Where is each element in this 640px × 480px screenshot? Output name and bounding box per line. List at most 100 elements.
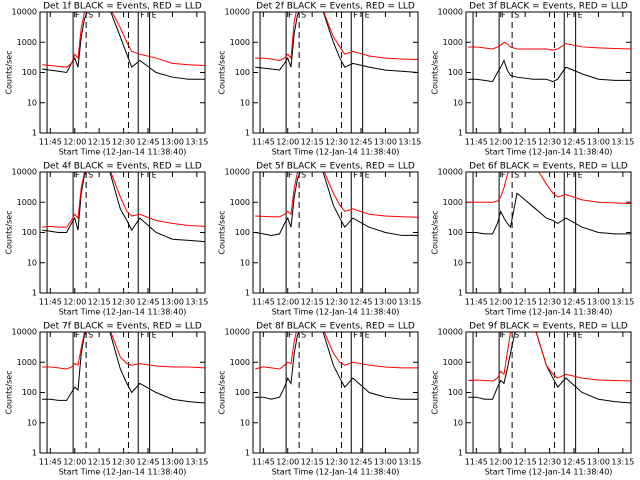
y-tick-label: 100 <box>235 388 250 397</box>
series-line <box>42 12 205 68</box>
event-label: F <box>288 171 293 180</box>
y-tick-label: 1 <box>245 129 250 138</box>
y-axis-label: Counts/sec <box>5 50 14 94</box>
x-tick-label: 12:15 <box>88 138 111 147</box>
panel: Det 6f BLACK = Events, RED = LLD Start Ti… <box>431 162 635 317</box>
x-tick-label: 11:45 <box>252 458 275 467</box>
panel: Det 5f BLACK = Events, RED = LLD Start Ti… <box>218 162 422 317</box>
series-line <box>468 332 631 404</box>
event-label: S <box>514 11 519 20</box>
series-line <box>468 172 631 205</box>
plot-frame <box>252 11 419 134</box>
series-line <box>42 172 205 243</box>
x-tick-label: 12:30 <box>325 458 348 467</box>
x-tick-label: 11:45 <box>39 458 62 467</box>
plot-frame <box>252 331 419 454</box>
x-tick-label: 13:00 <box>587 458 610 467</box>
x-tick-label: 11:45 <box>465 138 488 147</box>
panel: Det 7f BLACK = Events, RED = LLD Start Ti… <box>5 322 209 477</box>
x-tick-label: 13:15 <box>398 298 421 307</box>
x-tick-label: 12:00 <box>63 138 86 147</box>
x-tick-label: 12:45 <box>349 138 372 147</box>
x-tick-label: 13:15 <box>398 138 421 147</box>
y-axis-label: Counts/sec <box>218 50 227 94</box>
plot-lines <box>255 332 418 400</box>
x-tick-label: 12:45 <box>562 138 585 147</box>
y-tick-label: 1000 <box>17 38 37 47</box>
x-tick-label: 12:00 <box>276 458 299 467</box>
y-tick-label: 10 <box>453 258 463 267</box>
x-tick-label: 12:15 <box>301 298 324 307</box>
x-tick-label: 13:15 <box>185 458 208 467</box>
x-tick-label: 12:15 <box>301 138 324 147</box>
plot-lines <box>468 41 631 83</box>
x-axis-label: Start Time (12-Jan-14 11:38:40) <box>485 308 613 317</box>
y-tick-label: 1000 <box>17 198 37 207</box>
x-tick-label: 13:15 <box>611 458 634 467</box>
event-label: F <box>501 11 506 20</box>
event-label: E <box>365 171 370 180</box>
event-label: F <box>566 171 571 180</box>
x-tick-label: 13:15 <box>611 138 634 147</box>
event-label: E <box>152 171 157 180</box>
event-label: F <box>140 331 145 340</box>
event-label: F <box>75 11 80 20</box>
x-tick-label: 12:15 <box>88 298 111 307</box>
x-tick-label: 12:00 <box>489 138 512 147</box>
y-tick-label: 100 <box>448 228 463 237</box>
chart-title: Det 3f BLACK = Events, RED = LLD <box>469 2 628 12</box>
x-tick-label: 12:45 <box>136 138 159 147</box>
chart-title: Det 9f BLACK = Events, RED = LLD <box>469 322 628 332</box>
y-axis-label: Counts/sec <box>431 210 440 254</box>
panel: Det 9f BLACK = Events, RED = LLD Start Ti… <box>431 322 635 477</box>
event-label: F <box>353 11 358 20</box>
x-tick-label: 13:00 <box>587 138 610 147</box>
event-label: F <box>353 331 358 340</box>
series-line <box>255 332 418 400</box>
plot-lines <box>42 12 205 80</box>
x-tick-label: 12:45 <box>562 298 585 307</box>
y-axis-label: Counts/sec <box>218 210 227 254</box>
panel: Det 2f BLACK = Events, RED = LLD Start Ti… <box>218 2 422 157</box>
event-label: S <box>88 171 93 180</box>
series-line <box>255 332 418 370</box>
x-axis-label: Start Time (12-Jan-14 11:38:40) <box>59 308 187 317</box>
y-tick-label: 1000 <box>230 38 250 47</box>
plot-lines <box>255 172 418 236</box>
y-tick-label: 1000 <box>230 198 250 207</box>
series-line <box>255 12 418 61</box>
y-axis-label: Counts/sec <box>5 370 14 414</box>
event-label: F <box>501 331 506 340</box>
y-tick-label: 10000 <box>225 328 250 337</box>
x-tick-label: 11:45 <box>39 298 62 307</box>
x-tick-label: 13:00 <box>587 298 610 307</box>
x-axis-label: Start Time (12-Jan-14 11:38:40) <box>59 148 187 157</box>
y-tick-label: 1000 <box>17 358 37 367</box>
series-line <box>468 192 631 235</box>
y-tick-label: 10000 <box>438 168 463 177</box>
event-label: S <box>88 331 93 340</box>
x-tick-label: 13:00 <box>161 458 184 467</box>
x-tick-label: 12:00 <box>276 298 299 307</box>
x-tick-label: 12:45 <box>349 458 372 467</box>
x-tick-label: 11:45 <box>465 298 488 307</box>
x-tick-label: 12:15 <box>514 138 537 147</box>
plot-lines <box>255 12 418 73</box>
x-tick-label: 11:45 <box>252 298 275 307</box>
y-tick-label: 100 <box>22 388 37 397</box>
x-axis-label: Start Time (12-Jan-14 11:38:40) <box>485 468 613 477</box>
x-tick-label: 12:30 <box>112 458 135 467</box>
x-tick-label: 12:45 <box>136 298 159 307</box>
event-label: E <box>365 11 370 20</box>
x-tick-label: 13:00 <box>374 298 397 307</box>
x-tick-label: 13:00 <box>374 138 397 147</box>
x-axis-label: Start Time (12-Jan-14 11:38:40) <box>485 148 613 157</box>
x-axis-label: Start Time (12-Jan-14 11:38:40) <box>272 468 400 477</box>
x-tick-label: 12:00 <box>489 298 512 307</box>
x-axis-label: Start Time (12-Jan-14 11:38:40) <box>59 468 187 477</box>
event-label: F <box>566 11 571 20</box>
y-tick-label: 100 <box>235 68 250 77</box>
series-line <box>42 12 205 80</box>
event-label: S <box>514 331 519 340</box>
